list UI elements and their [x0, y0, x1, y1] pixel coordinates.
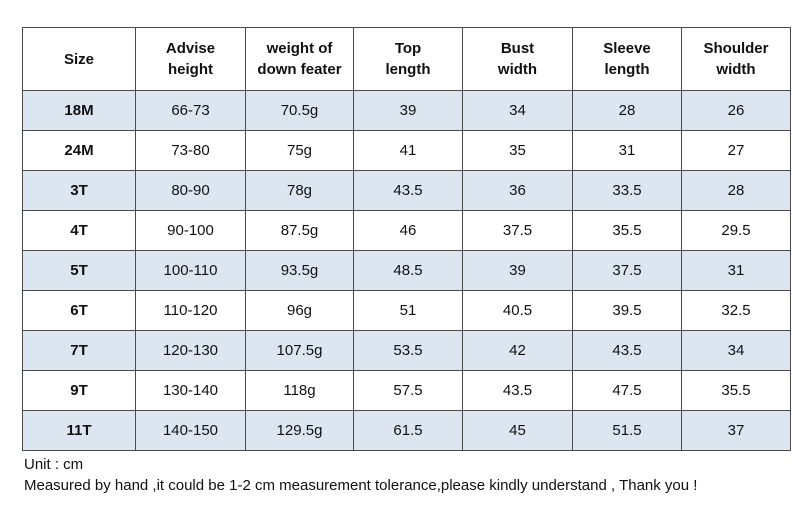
bust-width-cell: 36: [462, 170, 573, 211]
sleeve-length-cell: 51.5: [572, 410, 682, 451]
size-cell: 4T: [22, 210, 136, 251]
footnotes: Unit : cm Measured by hand ,it could be …: [24, 454, 697, 496]
shoulder-width-cell: 31: [681, 250, 791, 291]
top-length-cell: 48.5: [353, 250, 463, 291]
header-size: Size: [22, 27, 136, 91]
header-shoulder-width: Shoulder width: [681, 27, 791, 91]
height-cell: 100-110: [135, 250, 246, 291]
sleeve-length-cell: 35.5: [572, 210, 682, 251]
header-size-line-1: Size: [63, 50, 94, 68]
size-cell: 18M: [22, 90, 136, 131]
sleeve-length-cell: 39.5: [572, 290, 682, 331]
shoulder-width-cell: 35.5: [681, 370, 791, 411]
table-row: 11T 140-150 129.5g 61.5 45 51.5 37: [22, 410, 791, 451]
table-row: 7T 120-130 107.5g 53.5 42 43.5 34: [22, 330, 791, 371]
header-weight-down-line-2: down feater: [257, 61, 342, 78]
weight-cell: 87.5g: [245, 210, 354, 251]
sleeve-length-cell: 33.5: [572, 170, 682, 211]
weight-cell: 93.5g: [245, 250, 354, 291]
top-length-cell: 57.5: [353, 370, 463, 411]
size-cell: 7T: [22, 330, 136, 371]
bust-width-cell: 43.5: [462, 370, 573, 411]
weight-cell: 70.5g: [245, 90, 354, 131]
top-length-cell: 39: [353, 90, 463, 131]
table-row: 24M 73-80 75g 41 35 31 27: [22, 130, 791, 171]
bust-width-cell: 39: [462, 250, 573, 291]
shoulder-width-cell: 34: [681, 330, 791, 371]
shoulder-width-cell: 37: [681, 410, 791, 451]
header-weight-down-line-1: weight of: [266, 40, 333, 57]
bust-width-cell: 40.5: [462, 290, 573, 331]
weight-cell: 129.5g: [245, 410, 354, 451]
table-row: 3T 80-90 78g 43.5 36 33.5 28: [22, 170, 791, 211]
header-top-length-line-2: length: [385, 61, 431, 78]
height-cell: 73-80: [135, 130, 246, 171]
table-row: 5T 100-110 93.5g 48.5 39 37.5 31: [22, 250, 791, 291]
header-advise-height: Advise height: [135, 27, 246, 91]
size-cell: 9T: [22, 370, 136, 411]
header-advise-height-line-1: Advise: [165, 40, 216, 57]
height-cell: 90-100: [135, 210, 246, 251]
table-row: 9T 130-140 118g 57.5 43.5 47.5 35.5: [22, 370, 791, 411]
top-length-cell: 46: [353, 210, 463, 251]
shoulder-width-cell: 27: [681, 130, 791, 171]
weight-cell: 96g: [245, 290, 354, 331]
size-cell: 6T: [22, 290, 136, 331]
weight-cell: 78g: [245, 170, 354, 211]
top-length-cell: 41: [353, 130, 463, 171]
header-top-length: Top length: [353, 27, 463, 91]
height-cell: 110-120: [135, 290, 246, 331]
weight-cell: 75g: [245, 130, 354, 171]
header-sleeve-length-line-2: length: [604, 61, 650, 78]
table-row: 4T 90-100 87.5g 46 37.5 35.5 29.5: [22, 210, 791, 251]
header-shoulder-width-line-2: width: [716, 61, 756, 78]
header-shoulder-width-line-1: Shoulder: [703, 40, 769, 57]
top-length-cell: 51: [353, 290, 463, 331]
size-cell: 11T: [22, 410, 136, 451]
weight-cell: 118g: [245, 370, 354, 411]
bust-width-cell: 34: [462, 90, 573, 131]
top-length-cell: 43.5: [353, 170, 463, 211]
header-weight-down: weight of down feater: [245, 27, 354, 91]
shoulder-width-cell: 29.5: [681, 210, 791, 251]
unit-note: Unit : cm: [24, 456, 84, 473]
weight-cell: 107.5g: [245, 330, 354, 371]
size-cell: 3T: [22, 170, 136, 211]
header-advise-height-line-2: height: [168, 61, 213, 78]
shoulder-width-cell: 26: [681, 90, 791, 131]
height-cell: 66-73: [135, 90, 246, 131]
header-top-length-line-1: Top: [394, 40, 422, 57]
sleeve-length-cell: 37.5: [572, 250, 682, 291]
table-header-row: Size Advise height weight of down feater…: [22, 27, 791, 91]
size-cell: 5T: [22, 250, 136, 291]
height-cell: 80-90: [135, 170, 246, 211]
shoulder-width-cell: 28: [681, 170, 791, 211]
top-length-cell: 53.5: [353, 330, 463, 371]
bust-width-cell: 45: [462, 410, 573, 451]
bust-width-cell: 35: [462, 130, 573, 171]
sleeve-length-cell: 43.5: [572, 330, 682, 371]
measurement-disclaimer: Measured by hand ,it could be 1-2 cm mea…: [24, 477, 698, 494]
top-length-cell: 61.5: [353, 410, 463, 451]
shoulder-width-cell: 32.5: [681, 290, 791, 331]
header-sleeve-length: Sleeve length: [572, 27, 682, 91]
bust-width-cell: 42: [462, 330, 573, 371]
header-bust-width-line-2: width: [497, 61, 538, 78]
sleeve-length-cell: 28: [572, 90, 682, 131]
header-bust-width-line-1: Bust: [500, 40, 535, 57]
table-row: 18M 66-73 70.5g 39 34 28 26: [22, 90, 791, 131]
height-cell: 130-140: [135, 370, 246, 411]
height-cell: 140-150: [135, 410, 246, 451]
sleeve-length-cell: 47.5: [572, 370, 682, 411]
header-sleeve-length-line-1: Sleeve: [603, 40, 651, 57]
size-chart-table: Size Advise height weight of down feater…: [22, 27, 791, 451]
table-row: 6T 110-120 96g 51 40.5 39.5 32.5: [22, 290, 791, 331]
height-cell: 120-130: [135, 330, 246, 371]
size-cell: 24M: [22, 130, 136, 171]
header-bust-width: Bust width: [462, 27, 573, 91]
bust-width-cell: 37.5: [462, 210, 573, 251]
sleeve-length-cell: 31: [572, 130, 682, 171]
